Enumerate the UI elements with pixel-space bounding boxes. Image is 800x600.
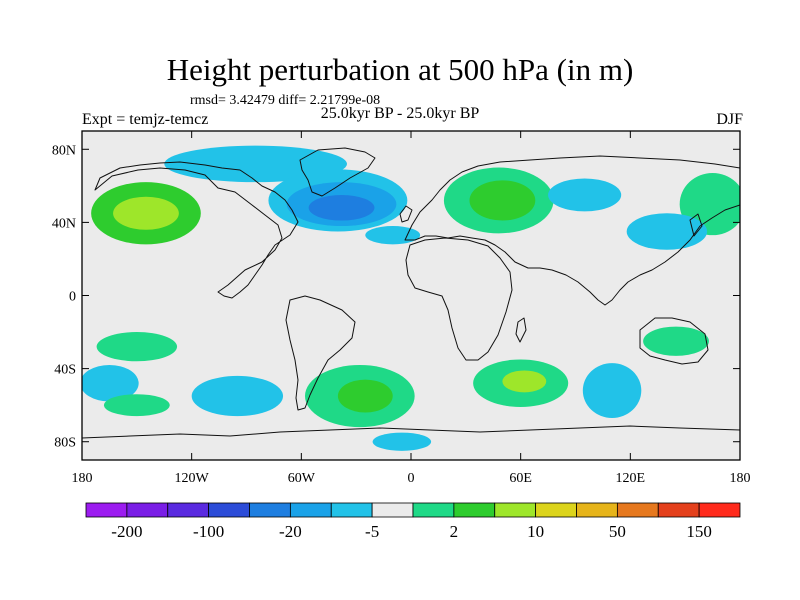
colorbar-swatch — [576, 502, 618, 518]
lon-tick-label: 0 — [408, 471, 415, 486]
plot-title: Height perturbation at 500 hPa (in m) — [166, 52, 634, 87]
colorbar-label: 50 — [609, 522, 626, 541]
lat-tick-label: 40N — [52, 216, 76, 231]
colorbar-label: -20 — [279, 522, 302, 541]
colorbar-swatch — [657, 502, 700, 518]
axis-ticks — [81, 131, 741, 460]
coast-greenland — [299, 147, 376, 197]
field-region-arctic-canada-negative — [164, 145, 348, 183]
lon-tick-label: 180 — [730, 471, 751, 486]
lon-tick-label: 120E — [616, 471, 646, 486]
field-region-s-pacific-positive — [103, 394, 170, 417]
coast-antarctica — [82, 425, 740, 439]
coast-north-america — [94, 161, 299, 299]
coast-madagascar — [515, 317, 527, 343]
season-label: DJF — [716, 111, 743, 128]
field-region-n-atlantic-negative-core — [308, 194, 375, 221]
colorbar-swatch — [289, 502, 332, 518]
coast-africa — [405, 237, 513, 361]
lat-tick-label: 40S — [54, 363, 76, 378]
colorbar-swatch — [698, 502, 741, 518]
coast-south-america — [285, 295, 356, 411]
colorbar-swatch — [453, 502, 496, 518]
colorbar-label: -100 — [193, 522, 224, 541]
colorbar-swatch — [494, 502, 537, 518]
height-perturbation-field — [82, 131, 740, 460]
field-region-s-atlantic-positive-core — [337, 379, 393, 413]
colorbar-label: 2 — [450, 522, 459, 541]
colorbar-swatch — [126, 502, 169, 518]
field-region-e-asia-negative — [626, 213, 708, 250]
lon-tick-label: 180 — [72, 471, 93, 486]
field-region-sw-pacific-positive — [96, 332, 178, 362]
rmsd-diff-stats: rmsd= 3.42479 diff= 2.21799e-08 — [190, 93, 381, 108]
colorbar-swatch — [249, 502, 291, 518]
field-region-s-pacific-negative — [82, 364, 139, 402]
colorbar-swatch — [412, 502, 455, 518]
colorbar-swatch — [371, 502, 414, 518]
colorbar-label: -200 — [111, 522, 142, 541]
lon-tick-label: 120W — [175, 471, 210, 486]
coastlines — [82, 147, 740, 439]
colorbar-swatch — [85, 502, 128, 518]
field-region-atlantic-subtrop-negative — [365, 226, 421, 245]
colorbar-swatch — [330, 502, 373, 518]
field-region-siberia-negative — [548, 178, 622, 212]
coast-eurasia — [404, 155, 740, 306]
coast-uk — [399, 205, 413, 223]
field-region-s-atlantic-negative — [372, 432, 432, 451]
lat-tick-label: 80N — [52, 143, 76, 158]
colorbar-label: -5 — [365, 522, 379, 541]
field-region-n-pacific-core — [113, 196, 179, 230]
field-background — [82, 131, 740, 460]
field-region-s-indian-positive-core — [502, 370, 547, 393]
colorbar-swatch — [208, 502, 250, 518]
field-region-australia-positive — [643, 326, 709, 356]
period-label: 25.0kyr BP - 25.0kyr BP — [320, 105, 480, 122]
field-region-se-pacific-negative — [191, 375, 284, 417]
colorbar-swatch — [535, 502, 577, 518]
field-region-s-indian-negative — [582, 363, 642, 418]
field-region-europe-positive-core — [469, 180, 536, 221]
lon-tick-label: 60W — [288, 471, 316, 486]
coast-japan — [689, 213, 703, 237]
lat-tick-label: 80S — [54, 436, 76, 451]
colorbar-swatch — [616, 502, 659, 518]
colorbar-label: 150 — [686, 522, 712, 541]
colorbar-swatch — [167, 502, 210, 518]
lon-tick-label: 60E — [509, 471, 532, 486]
experiment-label: Expt = temjz-temcz — [82, 111, 209, 128]
colorbar-label: 10 — [527, 522, 544, 541]
colorbar: -200 -100 -20 -5 2 10 50 150 — [85, 502, 741, 541]
coast-australia — [639, 317, 709, 365]
axis-tick-labels: 80N 40N 0 40S 80S 180 120W 60W 0 60E 120E 180 — [52, 143, 751, 486]
lat-tick-label: 0 — [69, 290, 76, 305]
